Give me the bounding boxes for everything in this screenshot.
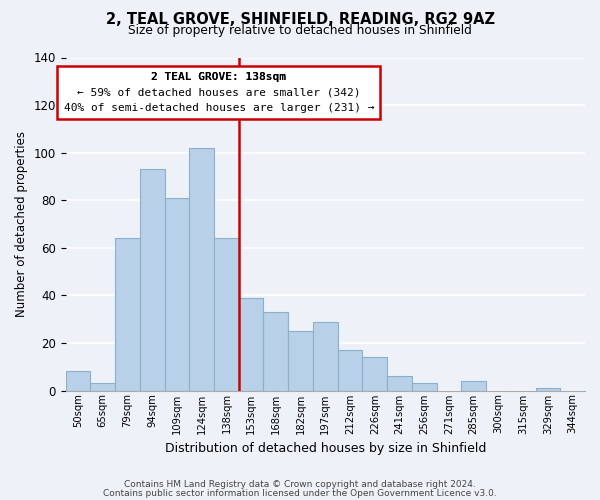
Bar — [536, 388, 560, 390]
Bar — [412, 384, 437, 390]
Text: 2, TEAL GROVE, SHINFIELD, READING, RG2 9AZ: 2, TEAL GROVE, SHINFIELD, READING, RG2 9… — [106, 12, 494, 28]
Bar — [387, 376, 412, 390]
Bar — [461, 381, 486, 390]
Y-axis label: Number of detached properties: Number of detached properties — [15, 131, 28, 317]
Bar — [115, 238, 140, 390]
Bar — [263, 312, 288, 390]
Text: Contains public sector information licensed under the Open Government Licence v3: Contains public sector information licen… — [103, 489, 497, 498]
Bar — [164, 198, 190, 390]
Bar — [214, 238, 239, 390]
Bar — [190, 148, 214, 390]
Bar — [362, 357, 387, 390]
X-axis label: Distribution of detached houses by size in Shinfield: Distribution of detached houses by size … — [164, 442, 486, 455]
Bar — [65, 372, 91, 390]
Text: Size of property relative to detached houses in Shinfield: Size of property relative to detached ho… — [128, 24, 472, 37]
Bar — [338, 350, 362, 391]
Bar — [91, 384, 115, 390]
Text: 2 TEAL GROVE: 138sqm: 2 TEAL GROVE: 138sqm — [151, 72, 286, 83]
Bar — [288, 331, 313, 390]
Bar — [140, 170, 164, 390]
Bar — [239, 298, 263, 390]
Bar — [313, 322, 338, 390]
Text: 2 TEAL GROVE: 138sqm
← 59% of detached houses are smaller (342)
40% of semi-deta: 2 TEAL GROVE: 138sqm ← 59% of detached h… — [64, 72, 374, 113]
Text: Contains HM Land Registry data © Crown copyright and database right 2024.: Contains HM Land Registry data © Crown c… — [124, 480, 476, 489]
